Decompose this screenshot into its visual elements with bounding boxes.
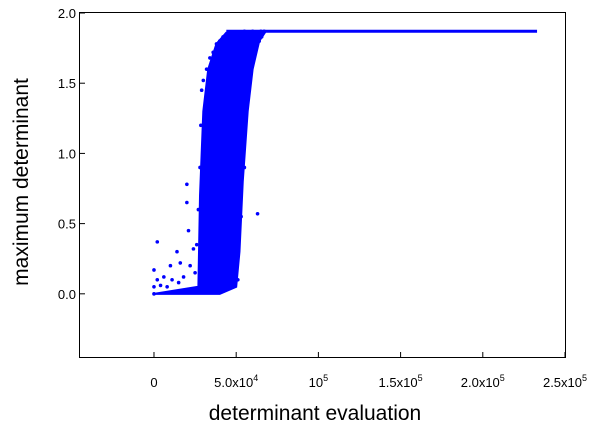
data-point [181,275,186,279]
y-tick-label: 0.0 [58,287,76,302]
data-point [239,214,243,219]
data-point [234,30,238,35]
data-point [255,211,260,216]
data-point [242,29,247,34]
data-point [194,242,199,247]
y-tick-label: 0.5 [58,217,76,232]
data-point [244,74,248,78]
y-tick-label: 1.0 [58,146,76,161]
x-axis-ticks: 0 5.0x104 105 1.5x105 2.0x105 2.5x105 [150,352,587,390]
data-point [254,46,258,50]
data-point [217,179,222,184]
x-tick-label: 0 [150,375,157,390]
data-point [226,249,230,254]
y-axis-label: maximum determinant [10,78,33,286]
data-point [204,67,209,71]
data-point [201,277,206,282]
point-cloud [153,30,268,295]
y-axis-ticks: 0.0 0.5 1.0 1.5 2.0 [58,6,85,302]
data-point [259,29,263,34]
data-point [162,275,166,279]
data-point [214,42,219,46]
data-point [217,39,222,43]
data-point [152,292,156,296]
data-point [240,88,245,93]
data-point [211,50,215,55]
data-point [221,270,225,275]
data-point [178,261,183,265]
data-point [224,32,229,36]
data-point [237,123,242,128]
data-point [199,123,203,128]
data-point [185,182,189,187]
data-point [221,35,225,39]
data-point [168,263,173,268]
data-point [176,280,181,285]
x-tick-label: 5.0x104 [214,373,258,390]
data-points [152,29,538,296]
data-point [250,29,255,34]
y-tick-label: 2.0 [58,6,76,21]
data-point [247,64,252,69]
plot-frame [79,12,566,358]
data-point [193,270,197,275]
data-point [227,30,232,35]
data-point [262,29,266,34]
data-point [188,263,192,268]
data-point [209,235,214,240]
data-point [242,165,247,170]
data-point [201,78,206,83]
x-tick-label: 105 [309,373,328,390]
data-point [259,35,264,39]
data-point [170,277,174,282]
data-point [257,39,262,43]
data-point [152,284,156,289]
data-point [186,228,191,233]
data-point [152,268,156,272]
data-point [158,283,163,288]
y-tick-label: 1.5 [58,76,76,91]
data-point [185,200,189,205]
x-tick-label: 2.0x105 [461,373,505,390]
data-point [175,249,179,254]
data-point [165,284,169,289]
data-point [208,56,212,60]
x-tick-label: 2.5x105 [543,373,587,390]
x-axis-label: determinant evaluation [209,402,421,425]
data-point [234,165,238,170]
data-point [196,207,201,212]
data-point [231,221,235,226]
data-point [191,247,196,251]
data-point [199,88,204,93]
data-point [198,165,202,170]
x-tick-label: 1.5x105 [379,373,423,390]
data-point [250,53,255,57]
data-point [236,277,240,282]
data-point [155,240,160,244]
data-point [227,263,232,268]
data-point [155,277,160,282]
